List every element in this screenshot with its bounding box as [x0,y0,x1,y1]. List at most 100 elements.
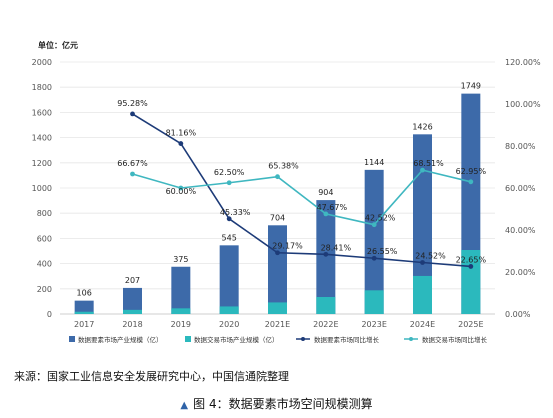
bar-value-label: 375 [173,255,188,264]
legend-swatch [69,336,75,342]
line-point [178,185,184,191]
line-value-label: 62.50% [214,168,245,177]
y2-tick-label: 40.00% [505,226,536,235]
bar-data-element-market [413,134,432,314]
x-tick-label: 2025E [458,320,483,329]
legend-label: 数据交易市场产业规模（亿） [194,335,279,344]
bar-data-trading-market [316,296,336,314]
line-value-label: 22.65% [456,255,487,264]
bar-value-label: 904 [318,188,333,197]
figure-caption: ▲ 图 4：数据要素市场空间规模测算 [0,395,553,412]
x-tick-label: 2017 [74,320,94,329]
legend-label: 数据要素市场同比增长 [314,335,380,344]
legend-marker [409,337,413,341]
line-point [371,222,377,228]
y2-tick-label: 80.00% [505,142,536,151]
line-value-label: 95.28% [117,99,148,108]
y-tick-label: 1400 [32,134,52,143]
line-data-element-growth [132,113,471,268]
line-point [178,141,184,146]
source-note: 来源：国家工业信息安全发展研究中心，中国信通院整理 [14,370,289,383]
legend-swatch [185,336,191,342]
x-tick-label: 2022E [313,320,338,329]
x-tick-label: 2024E [410,320,435,329]
bar-data-element-market [219,245,239,314]
bar-value-label: 1426 [412,122,432,131]
line-point [130,111,135,117]
x-axis-ticks: 2017 2018 2019 2020 2021E 2022E 2023E 2024E 2025… [74,320,484,329]
bar-value-label: 545 [222,233,237,242]
line-value-label: 42.52% [365,214,396,223]
bar-data-trading-market [268,302,287,314]
legend-label: 数据要素市场产业规模（亿） [78,335,163,344]
y2-tick-label: 0.00% [505,310,531,319]
y-tick-label: 600 [37,234,52,243]
line-value-label: 26.55% [367,247,398,256]
line-point [371,255,377,261]
line-point [130,171,135,177]
bar-data-trading-market [219,306,239,314]
y-tick-label: 200 [37,285,52,294]
line-point [420,260,425,265]
x-tick-label: 2021E [265,320,290,329]
line-value-label: 66.67% [117,159,148,168]
bar-value-label: 704 [270,213,285,222]
bar-data-trading-market [413,275,432,314]
bar-data-element-market [316,200,336,314]
line-point [323,211,329,217]
triangle-icon: ▲ [180,400,189,411]
bar-data-element-market [123,287,142,314]
y-tick-label: 2000 [32,58,52,67]
y-tick-label: 0 [47,310,52,319]
y-tick-label: 1800 [32,83,52,92]
y2-axis-ticks: 0.00% 20.00% 40.00% 60.00% 80.00% 100.00% 120.… [505,58,541,319]
bar-data-element-market [364,169,384,314]
y2-tick-label: 20.00% [505,268,536,277]
line-value-label: 62.95% [456,167,487,176]
bar-value-label: 1749 [461,82,481,91]
bar-data-element-market [74,300,94,314]
y-tick-label: 1600 [32,108,52,117]
line-point [226,216,232,222]
bar-data-trading-market [171,308,191,314]
y-tick-label: 1000 [32,184,52,193]
bars: 106 207 375 545 704 904 1144 1426 1749 [74,82,481,314]
bar-data-trading-market [123,309,142,314]
line-value-label: 28.41% [321,243,352,252]
bar-data-trading-market [74,311,94,314]
bar-value-label: 106 [77,289,92,298]
line-value-label: 81.16% [166,129,197,138]
line-point [275,174,280,180]
x-tick-label: 2023E [361,320,386,329]
x-tick-label: 2020 [219,320,239,329]
y2-tick-label: 60.00% [505,184,536,193]
line-point [468,179,474,185]
line-value-label: 29.17% [272,242,303,251]
line-value-label: 65.38% [268,162,299,171]
y2-tick-label: 100.00% [505,100,541,109]
bar-data-element-market [171,266,191,314]
y-axis-unit-label: 单位：亿元 [38,40,78,50]
y-tick-label: 800 [37,209,52,218]
line-value-label: 47.67% [317,203,348,212]
lines: 95.28% 81.16% 45.33% 29.17% 28.41% 26.55% 24.5… [117,99,486,269]
bar-value-label: 1144 [364,158,384,167]
bar-data-element-market [268,225,287,314]
caption-text: 图 4：数据要素市场空间规模测算 [193,397,373,411]
x-tick-label: 2019 [171,320,191,329]
y2-tick-label: 120.00% [505,58,541,67]
line-data-trading-growth [132,169,472,226]
legend: 数据要素市场产业规模（亿） 数据交易市场产业规模（亿） 数据要素市场同比增长 数据交易… [69,335,488,344]
chart: 单位：亿元 0 200 400 600 800 1000 1200 1400 1600 1800 2… [32,40,541,344]
line-value-label: 60.00% [166,187,197,196]
y-tick-label: 1200 [32,159,52,168]
legend-marker [301,337,305,341]
line-point [226,180,232,186]
bar-data-trading-market [364,290,384,314]
legend-label: 数据交易市场同比增长 [422,335,488,344]
y-tick-label: 400 [37,260,52,269]
line-value-label: 68.51% [413,159,444,168]
bar-value-label: 207 [125,276,140,285]
y-axis-ticks: 0 200 400 600 800 1000 1200 1400 1600 1800 2000 [32,58,52,319]
x-tick-label: 2018 [122,320,142,329]
